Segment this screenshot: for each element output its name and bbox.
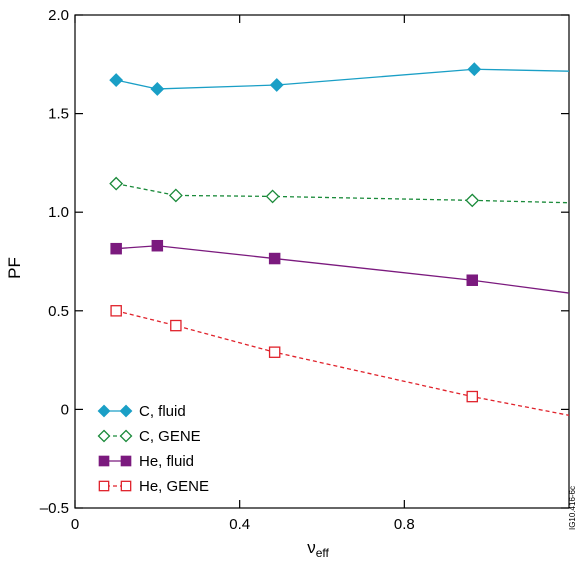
- axis-ticks: –0.500.51.01.52.00 0.4 0.8: [40, 7, 569, 533]
- data-point-diamond: [265, 189, 280, 204]
- legend: C, fluid C, GENE He, fluid He, GENE: [97, 403, 209, 495]
- series-group: [109, 62, 569, 416]
- data-point-square: [170, 319, 182, 332]
- x-axis-title-main: ν: [307, 538, 316, 557]
- x-tick-label: 0.4: [229, 516, 250, 533]
- data-point-square: [120, 455, 132, 467]
- series-line: [116, 245, 569, 294]
- legend-label: C, fluid: [139, 403, 186, 420]
- data-point-diamond: [97, 404, 111, 418]
- series-2: [110, 239, 569, 294]
- data-point-diamond: [109, 73, 124, 87]
- y-tick-label: 1.0: [48, 204, 69, 221]
- y-tick-label: 2.0: [48, 7, 69, 24]
- data-point-square: [120, 480, 132, 492]
- data-point-square: [466, 390, 479, 403]
- legend-label: He, fluid: [139, 453, 194, 470]
- data-point-square: [98, 455, 110, 467]
- plot-frame: [74, 14, 570, 509]
- x-axis-title: νeff: [307, 538, 329, 560]
- y-tick-label: –0.5: [40, 500, 69, 517]
- data-point-diamond: [97, 429, 111, 443]
- figure-id-watermark: IG10.416-6c: [568, 486, 577, 530]
- x-tick-label: 0.8: [394, 516, 415, 533]
- series-line: [116, 68, 569, 90]
- data-point-diamond: [168, 188, 183, 203]
- y-tick-label: 1.5: [48, 106, 69, 123]
- series-line: [116, 310, 569, 416]
- data-point-square: [110, 305, 122, 317]
- y-tick-label: 0: [61, 401, 69, 418]
- data-point-square: [268, 252, 281, 265]
- data-point-diamond: [467, 62, 482, 77]
- data-point-square: [151, 239, 164, 252]
- series-0: [109, 62, 569, 96]
- data-point-diamond: [119, 429, 133, 443]
- x-axis-title-subscript: eff: [316, 546, 330, 560]
- series-line: [116, 182, 569, 204]
- series-1: [109, 176, 569, 208]
- data-point-square: [466, 274, 479, 286]
- data-point-diamond: [465, 193, 480, 208]
- data-point-square: [268, 346, 281, 358]
- y-tick-label: 0.5: [48, 303, 69, 320]
- legend-entry: He, GENE: [98, 478, 209, 495]
- data-point-diamond: [119, 404, 133, 418]
- data-point-diamond: [109, 176, 124, 191]
- data-point-diamond: [269, 78, 284, 92]
- legend-entry: C, fluid: [97, 403, 186, 420]
- legend-entry: C, GENE: [97, 428, 201, 445]
- y-axis-title: PF: [5, 257, 24, 279]
- legend-label: He, GENE: [139, 478, 209, 495]
- series-3: [110, 305, 569, 416]
- plot-area-border: [74, 14, 570, 509]
- legend-label: C, GENE: [139, 428, 201, 445]
- data-point-square: [110, 242, 122, 255]
- legend-entry: He, fluid: [98, 453, 194, 470]
- x-tick-label: 0: [71, 516, 79, 533]
- data-point-square: [98, 480, 110, 492]
- data-point-diamond: [150, 82, 165, 96]
